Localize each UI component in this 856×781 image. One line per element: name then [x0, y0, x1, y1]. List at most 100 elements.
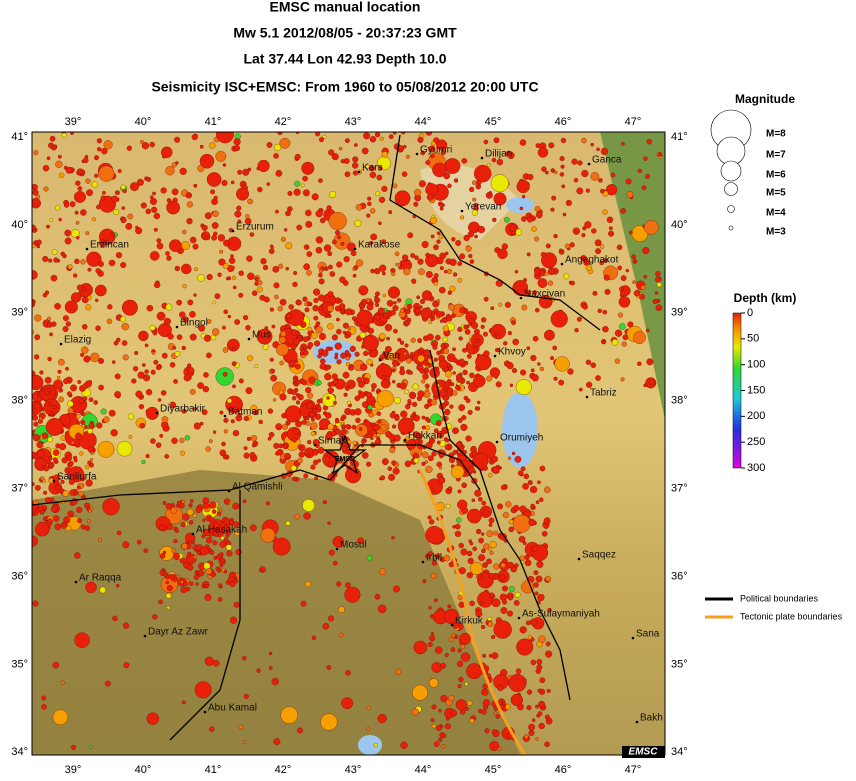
- quake-dot: [100, 241, 106, 247]
- quake-dot: [397, 417, 415, 435]
- quake-dot: [47, 402, 52, 407]
- quake-dot: [358, 285, 369, 296]
- quake-dot: [475, 406, 481, 411]
- quake-dot: [256, 166, 260, 171]
- quake-dot: [421, 425, 426, 430]
- depth-tick-label: 150: [747, 384, 765, 396]
- quake-dot: [374, 132, 381, 138]
- quake-dot: [489, 541, 497, 549]
- quake-dot: [439, 319, 444, 323]
- quake-dot: [329, 271, 336, 277]
- quake-dot: [567, 368, 574, 375]
- quake-dot: [99, 586, 106, 594]
- quake-dot: [123, 662, 130, 669]
- lon-tick-label: 41°: [205, 764, 222, 776]
- quake-dot: [331, 431, 337, 437]
- quake-dot: [483, 331, 488, 337]
- quake-dot: [60, 680, 65, 685]
- quake-dot: [278, 443, 284, 449]
- quake-dot: [236, 187, 249, 201]
- quake-dot: [553, 170, 558, 175]
- quake-dot: [387, 466, 393, 471]
- quake-dot: [539, 677, 546, 684]
- quake-dot: [451, 633, 456, 638]
- quake-dot: [438, 286, 446, 294]
- quake-dot: [47, 518, 53, 524]
- quake-dot: [295, 393, 301, 398]
- quake-dot: [233, 601, 240, 608]
- quake-dot: [121, 299, 138, 316]
- quake-dot: [212, 210, 219, 218]
- location-info: Lat 37.44 Lon 42.93 Depth 10.0: [243, 51, 446, 67]
- quake-dot: [300, 600, 307, 607]
- quake-dot: [596, 147, 600, 152]
- quake-dot: [569, 242, 575, 248]
- quake-dot: [212, 540, 218, 546]
- quake-dot: [334, 342, 342, 350]
- quake-dot: [327, 461, 334, 467]
- quake-dot: [491, 598, 501, 608]
- quake-dot: [222, 347, 229, 353]
- city-label: Al Qamishli: [232, 482, 283, 493]
- quake-dot: [425, 465, 433, 473]
- quake-dot: [425, 425, 431, 431]
- quake-dot: [430, 572, 437, 580]
- quake-dot: [370, 233, 378, 241]
- quake-dot: [291, 389, 297, 396]
- quake-dot: [430, 153, 435, 158]
- quake-dot: [146, 304, 154, 312]
- quake-dot: [243, 446, 248, 451]
- quake-dot: [247, 272, 255, 280]
- quake-dot: [363, 132, 371, 140]
- quake-dot: [495, 714, 501, 719]
- quake-dot: [318, 273, 323, 278]
- quake-dot: [523, 734, 529, 739]
- quake-dot: [193, 422, 201, 430]
- city-marker: [59, 342, 63, 346]
- quake-dot: [394, 397, 401, 404]
- quake-dot: [432, 344, 438, 350]
- quake-dot: [110, 232, 115, 237]
- quake-dot: [417, 390, 425, 398]
- quake-dot: [75, 221, 80, 225]
- quake-dot: [488, 191, 493, 195]
- quake-dot: [234, 145, 241, 151]
- quake-dot: [232, 429, 240, 437]
- quake-dot: [242, 499, 247, 504]
- quake-dot: [520, 369, 527, 376]
- quake-dot: [430, 632, 435, 636]
- quake-dot: [354, 395, 361, 402]
- quake-dot: [254, 364, 259, 369]
- quake-dot: [174, 528, 179, 533]
- quake-dot: [450, 465, 465, 479]
- quake-dot: [39, 417, 43, 421]
- quake-dot: [381, 185, 388, 192]
- lon-tick-label: 45°: [485, 764, 502, 776]
- quake-dot: [181, 345, 186, 351]
- quake-dot: [408, 370, 413, 375]
- quake-dot: [511, 367, 518, 374]
- quake-dot: [342, 330, 347, 335]
- quake-dot: [50, 411, 55, 416]
- quake-dot: [537, 593, 545, 602]
- quake-dot: [377, 604, 387, 614]
- quake-dot: [352, 156, 359, 163]
- quake-dot: [116, 337, 121, 343]
- quake-dot: [170, 507, 177, 514]
- quake-dot: [340, 352, 347, 359]
- quake-dot: [412, 411, 416, 415]
- quake-dot: [511, 451, 516, 456]
- city-marker: [143, 634, 147, 638]
- city-marker: [517, 616, 521, 620]
- quake-dot: [189, 520, 194, 525]
- quake-dot: [305, 416, 310, 421]
- quake-dot: [428, 678, 439, 688]
- magnitude-circle: [728, 225, 734, 231]
- quake-dot: [452, 272, 458, 277]
- quake-dot: [482, 509, 489, 516]
- quake-dot: [163, 317, 171, 326]
- quake-dot: [522, 678, 527, 683]
- quake-dot: [80, 352, 85, 357]
- quake-dot: [303, 512, 311, 520]
- quake-dot: [342, 371, 350, 379]
